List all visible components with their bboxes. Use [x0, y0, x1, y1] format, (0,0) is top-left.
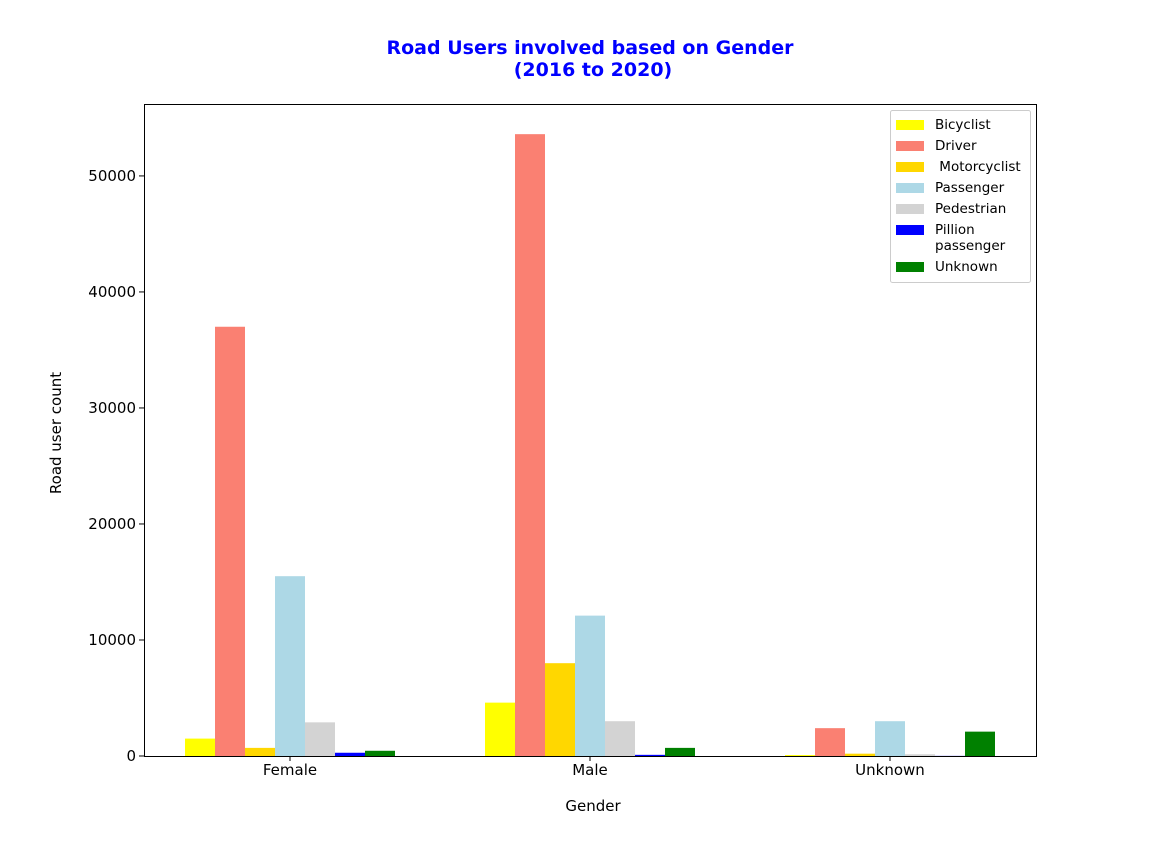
- y-axis-ticks: 0 10000 20000 30000 40000 50000: [88, 167, 144, 765]
- legend-label-unknown: Unknown: [935, 259, 998, 275]
- y-tick-label: 50000: [88, 167, 136, 185]
- x-tick-label-male: Male: [572, 761, 608, 779]
- legend: Bicyclist Driver Motorcyclist Passenger Ped…: [890, 110, 1031, 283]
- chart-subtitle: (2016 to 2020): [514, 59, 673, 81]
- bar-pedestrian-male: [605, 721, 635, 756]
- bar-pedestrian-female: [305, 722, 335, 756]
- legend-label-pillion-passenger: Pillion passenger: [935, 222, 1006, 254]
- bar-unknown-female: [365, 750, 395, 756]
- bar-unknown-unknown: [965, 731, 995, 756]
- x-axis-ticks: Female Male Unknown: [263, 756, 925, 779]
- legend-frame: [890, 110, 1031, 283]
- bar-bicyclist-female: [185, 738, 215, 756]
- legend-swatch-pedestrian: [896, 204, 924, 214]
- bar-bicyclist-unknown: [785, 755, 815, 756]
- legend-swatch-pillion-passenger: [896, 225, 924, 235]
- x-tick-label-unknown: Unknown: [855, 761, 925, 779]
- y-tick-label: 20000: [88, 515, 136, 533]
- y-tick-label: 30000: [88, 399, 136, 417]
- bar-pillion-passenger-male: [635, 754, 665, 756]
- bar-motorcyclist-unknown: [845, 753, 875, 756]
- legend-label-pedestrian: Pedestrian: [935, 201, 1006, 217]
- bar-motorcyclist-female: [245, 747, 275, 756]
- x-axis-label: Gender: [565, 797, 621, 815]
- bar-unknown-male: [665, 747, 695, 756]
- legend-label-motorcyclist: Motorcyclist: [935, 159, 1021, 175]
- x-tick-label-female: Female: [263, 761, 317, 779]
- bars-group: [185, 134, 995, 756]
- y-axis-label: Road user count: [47, 372, 65, 494]
- y-tick-label: 40000: [88, 283, 136, 301]
- chart-title: Road Users involved based on Gender: [386, 37, 794, 59]
- y-tick-label: 0: [126, 747, 136, 765]
- bar-driver-female: [215, 326, 245, 756]
- legend-swatch-driver: [896, 141, 924, 151]
- bar-passenger-male: [575, 615, 605, 756]
- bar-driver-male: [515, 134, 545, 756]
- legend-label-bicyclist: Bicyclist: [935, 117, 991, 133]
- y-tick-label: 10000: [88, 631, 136, 649]
- legend-swatch-unknown: [896, 262, 924, 272]
- legend-swatch-bicyclist: [896, 120, 924, 130]
- legend-label-driver: Driver: [935, 138, 977, 154]
- bar-pillion-passenger-female: [335, 752, 365, 756]
- legend-swatch-passenger: [896, 183, 924, 193]
- bar-passenger-female: [275, 576, 305, 756]
- bar-passenger-unknown: [875, 721, 905, 756]
- legend-swatch-motorcyclist: [896, 162, 924, 172]
- bar-bicyclist-male: [485, 702, 515, 756]
- bar-pedestrian-unknown: [905, 754, 935, 756]
- bar-motorcyclist-male: [545, 663, 575, 756]
- bar-driver-unknown: [815, 728, 845, 756]
- legend-label-passenger: Passenger: [935, 180, 1005, 196]
